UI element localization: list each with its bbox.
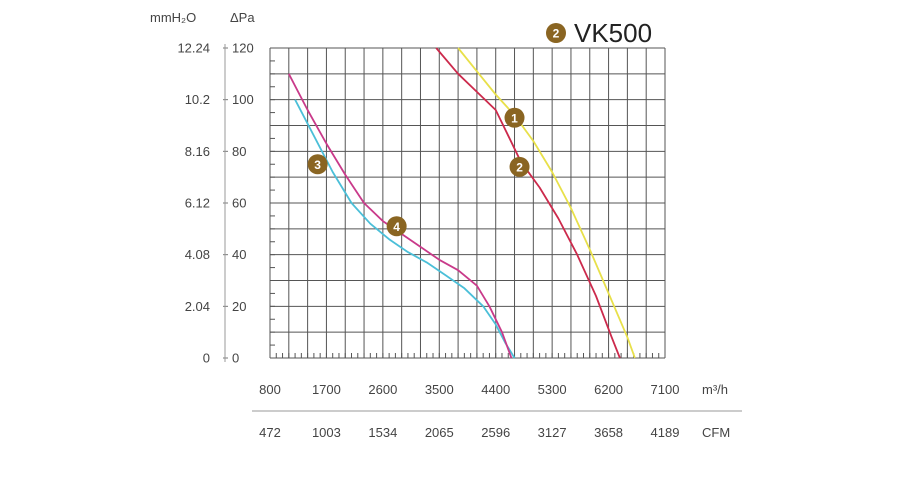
x-axis-cfm-tick-label: 1003 (312, 425, 341, 440)
x-axis-cfm-tick-label: 3127 (538, 425, 567, 440)
y-axis-mmh2o-tick-label: 12.24 (177, 41, 210, 56)
y-axis-mmh2o-tick-label: 8.16 (185, 144, 210, 159)
x-axis-m3h-tick-label: 5300 (538, 382, 567, 397)
y-axis-pa-tick-label: 20 (232, 299, 246, 314)
series-marker-3 (307, 154, 328, 175)
x-axis-cfm-tick-label: 472 (259, 425, 281, 440)
x-axis-cfm-tick-label: 4189 (651, 425, 680, 440)
series-marker-2 (509, 156, 530, 177)
y-axis-pa-tick-label: 60 (232, 196, 246, 211)
series-line-4 (288, 73, 513, 359)
y-axis-mmh2o-tick-label: 10.2 (185, 92, 210, 107)
series-marker-label-1: 1 (511, 111, 518, 125)
y-axis-pa-tick-label: 40 (232, 247, 246, 262)
x-axis-cfm-unit: CFM (702, 425, 730, 440)
y-axis-pa-label: ΔPa (230, 10, 255, 25)
y-axis-pa-tick-label: 80 (232, 144, 246, 159)
x-axis-m3h-tick-label: 7100 (651, 382, 680, 397)
chart-title-text: VK500 (574, 18, 652, 48)
chart-grid (269, 47, 666, 359)
title-badge-number: 2 (553, 27, 560, 41)
y-axis-mmh2o-tick-label: 4.08 (185, 247, 210, 262)
y-axis-pa-tick-label: 100 (232, 92, 254, 107)
x-axis-m3h-tick-label: 3500 (425, 382, 454, 397)
series-line-3 (294, 99, 516, 359)
series-marker-label-2: 2 (516, 160, 523, 174)
x-axis-cfm-tick-label: 2065 (425, 425, 454, 440)
series-marker-label-3: 3 (314, 158, 321, 172)
y-axis-mmh2o-tick-label: 6.12 (185, 196, 210, 211)
chart-title: 2 VK500 (546, 18, 652, 48)
title-badge (546, 23, 566, 43)
x-axis-m3h-tick-label: 4400 (481, 382, 510, 397)
x-axis-cfm-tick-label: 1534 (368, 425, 397, 440)
y-axis-mmh2o-tick-label: 0 (203, 351, 210, 366)
series-markers: 1 2 3 4 (307, 107, 530, 237)
x-axis-m3h-tick-label: 1700 (312, 382, 341, 397)
x-axis-cfm-tick-label: 2596 (481, 425, 510, 440)
y-axis-mmh2o-tick-label: 2.04 (185, 299, 210, 314)
y-axis-pa-tick-label: 120 (232, 41, 254, 56)
y-axis-mmh2o-label: mmH₂O (150, 10, 196, 25)
series-line-1 (457, 47, 636, 359)
x-axis-m3h-tick-label: 6200 (594, 382, 623, 397)
series-marker-1 (504, 107, 525, 128)
axes-layer: 0 20 40 60 80 100 120 0 2.04 4.08 6.12 8.16 10.2 12.2… (177, 41, 742, 440)
series-line-2 (435, 47, 621, 359)
series-layer (288, 47, 636, 359)
x-axis-cfm-tick-label: 3658 (594, 425, 623, 440)
series-marker-4 (386, 216, 407, 237)
x-axis-m3h-tick-label: 800 (259, 382, 281, 397)
y-axis-pa-tick-label: 0 (232, 351, 239, 366)
series-marker-label-4: 4 (393, 220, 400, 234)
x-axis-m3h-unit: m³/h (702, 382, 728, 397)
x-axis-m3h-tick-label: 2600 (368, 382, 397, 397)
